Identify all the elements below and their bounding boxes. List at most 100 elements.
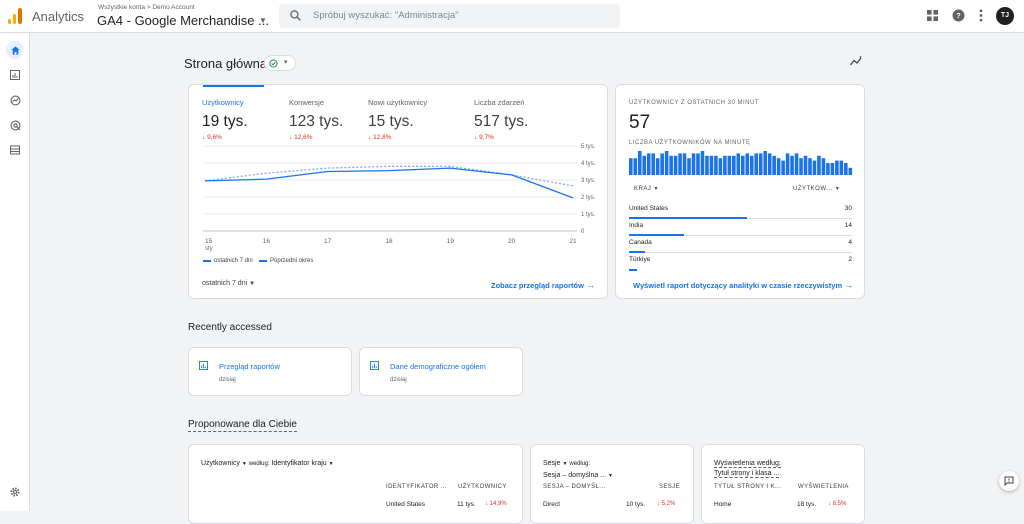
minute-bar	[673, 155, 678, 175]
status-dropdown[interactable]: ▾	[264, 55, 296, 71]
breadcrumb[interactable]: Wszystkie konta > Demo Account	[98, 4, 195, 11]
view-reports-link[interactable]: Zobacz przegląd raportów →	[491, 280, 596, 290]
minute-bar	[633, 158, 638, 175]
advertising-icon[interactable]	[6, 116, 24, 134]
col-country-header[interactable]: KRAJ ▼	[634, 186, 659, 192]
apps-grid-icon[interactable]	[927, 10, 938, 21]
minute-bar	[682, 153, 687, 175]
country-value: 14	[844, 222, 852, 229]
reports-icon[interactable]	[6, 66, 24, 84]
minute-bar	[727, 155, 732, 175]
row-value: 11 tys.	[457, 501, 476, 508]
col-header[interactable]: SESJA – DOMYŚL...	[543, 484, 606, 490]
search-bar[interactable]: Spróbuj wyszukać: "Administracja"	[279, 4, 620, 28]
more-vert-icon[interactable]	[979, 9, 983, 22]
kpi-value: 15 tys.	[368, 113, 414, 130]
metric-dropdown[interactable]: Użytkownicy ▼	[201, 460, 247, 467]
dimension-dropdown[interactable]: Identyfikator kraju ▼	[271, 460, 334, 467]
minute-bar	[705, 155, 709, 175]
col-header[interactable]: WYŚWIETLENIA	[798, 484, 849, 490]
realtime-card: UŻYTKOWNICY Z OSTATNICH 30 MINUT 57 LICZ…	[615, 84, 865, 299]
users-line-chart: 5 tys. 4 tys. 3 tys. 2 tys. 1 tys. 0 15 16 17 18 1…	[203, 144, 596, 252]
minute-bar	[812, 160, 817, 175]
x-tick-label: 16	[263, 238, 271, 245]
suggested-section-title: Proponowane dla Ciebie	[188, 419, 297, 432]
minute-bar	[839, 160, 844, 175]
minute-bar	[749, 155, 754, 175]
recent-item-date: dzisiaj	[390, 377, 407, 383]
row-delta: ↓ 14,9%	[485, 501, 507, 507]
kpi-tab-events[interactable]: Liczba zdarzeń 517 tys. ↓ 9,7%	[474, 98, 528, 141]
col-header[interactable]: UŻYTKOWNICY	[458, 484, 507, 490]
col-header[interactable]: TYTUŁ STRONY I K...	[714, 484, 782, 490]
country-name: United States	[629, 205, 669, 212]
metric-dropdown[interactable]: Sesje ▼	[543, 460, 568, 467]
minute-bar	[758, 153, 763, 175]
minute-bar	[664, 151, 669, 175]
minute-bar	[772, 155, 776, 175]
x-tick-label: 15	[205, 238, 213, 245]
kpi-tab-conversions[interactable]: Konwersje 123 tys. ↓ 12,6%	[289, 98, 343, 141]
kpi-delta: ↓ 9,7%	[474, 134, 494, 141]
minute-bar	[826, 163, 830, 175]
col-header[interactable]: IDENTYFIKATOR ...	[386, 484, 447, 490]
insights-icon[interactable]	[850, 56, 863, 66]
kpi-tab-users[interactable]: Użytkownicy 19 tys. ↓ 9,6%	[202, 98, 248, 141]
configure-icon[interactable]	[6, 141, 24, 159]
active-tab-indicator	[203, 85, 264, 87]
x-tick-label: 18	[385, 238, 393, 245]
kpi-delta: ↓ 12,8%	[368, 134, 392, 141]
minute-bar	[803, 155, 808, 175]
minute-bar	[830, 163, 835, 175]
search-placeholder[interactable]: Spróbuj wyszukać: "Administracja"	[313, 10, 459, 21]
per-minute-label: LICZBA UŻYTKOWNIKÓW NA MINUTĘ	[629, 140, 751, 146]
recent-section-title: Recently accessed	[188, 322, 272, 333]
minute-bar	[714, 155, 718, 175]
country-name: Türkiye	[629, 256, 651, 263]
minute-bar	[637, 151, 642, 175]
help-icon[interactable]: ?	[952, 9, 965, 22]
col-header[interactable]: SESJE	[659, 484, 681, 490]
realtime-report-link[interactable]: Wyświetl raport dotyczący analityki w cz…	[633, 280, 854, 290]
feedback-button[interactable]	[999, 471, 1019, 491]
explore-icon[interactable]	[6, 91, 24, 109]
minute-bar	[718, 158, 723, 175]
country-name: India	[629, 222, 644, 229]
property-selector[interactable]: GA4 - Google Merchandise ...	[97, 13, 269, 28]
y-tick-label: 2 tys.	[581, 195, 596, 201]
chevron-down-icon: ▾	[284, 59, 288, 66]
avatar[interactable]: TJ	[996, 7, 1014, 25]
analytics-logo[interactable]	[8, 8, 22, 24]
minute-bar	[848, 167, 853, 175]
col-users-header[interactable]: UŻYTKOW... ▼	[793, 186, 841, 192]
recent-card-reports[interactable]: Przegląd raportów dzisiaj	[188, 347, 352, 396]
suggested-header: Wyświetlenia według:	[714, 460, 781, 468]
chevron-down-icon[interactable]: ▼	[259, 16, 267, 25]
minute-bar	[785, 153, 790, 175]
kpi-value: 19 tys.	[202, 113, 248, 130]
table-row: United States 30	[629, 202, 852, 219]
date-range-dropdown[interactable]: ostatnich 7 dni ▼	[202, 280, 256, 287]
dimension-dropdown[interactable]: Sesja – domyślna ... ▼	[543, 472, 613, 479]
kpi-delta: ↓ 9,6%	[202, 134, 222, 141]
series-line-current	[204, 167, 574, 199]
suggested-header: Sesje ▼ według:	[543, 460, 591, 467]
minute-bar	[646, 153, 651, 175]
kpi-value: 123 tys.	[289, 113, 344, 130]
admin-gear-icon[interactable]	[6, 483, 24, 501]
recent-item-label: Przegląd raportów	[219, 362, 280, 371]
kpi-tab-new-users[interactable]: Nowi użytkownicy 15 tys. ↓ 12,8%	[368, 98, 427, 141]
dimension-label: Tytuł strony i klasa ...	[714, 470, 780, 478]
minute-bar	[723, 155, 727, 175]
feedback-icon	[1004, 476, 1014, 486]
legend-current: ostatnich 7 dni	[203, 258, 253, 264]
side-nav	[0, 33, 30, 511]
row-value: 10 tys.	[626, 501, 646, 508]
home-icon[interactable]	[6, 41, 24, 59]
minute-bar	[835, 160, 839, 175]
recent-card-demographics[interactable]: Dane demograficzne ogółem dzisiaj	[359, 347, 523, 396]
kpi-label: Nowi użytkownicy	[368, 98, 428, 107]
recent-item-label: Dane demograficzne ogółem	[390, 362, 486, 371]
row-delta: ↓ 5,2%	[657, 501, 676, 507]
y-tick-label: 5 tys.	[581, 144, 596, 150]
